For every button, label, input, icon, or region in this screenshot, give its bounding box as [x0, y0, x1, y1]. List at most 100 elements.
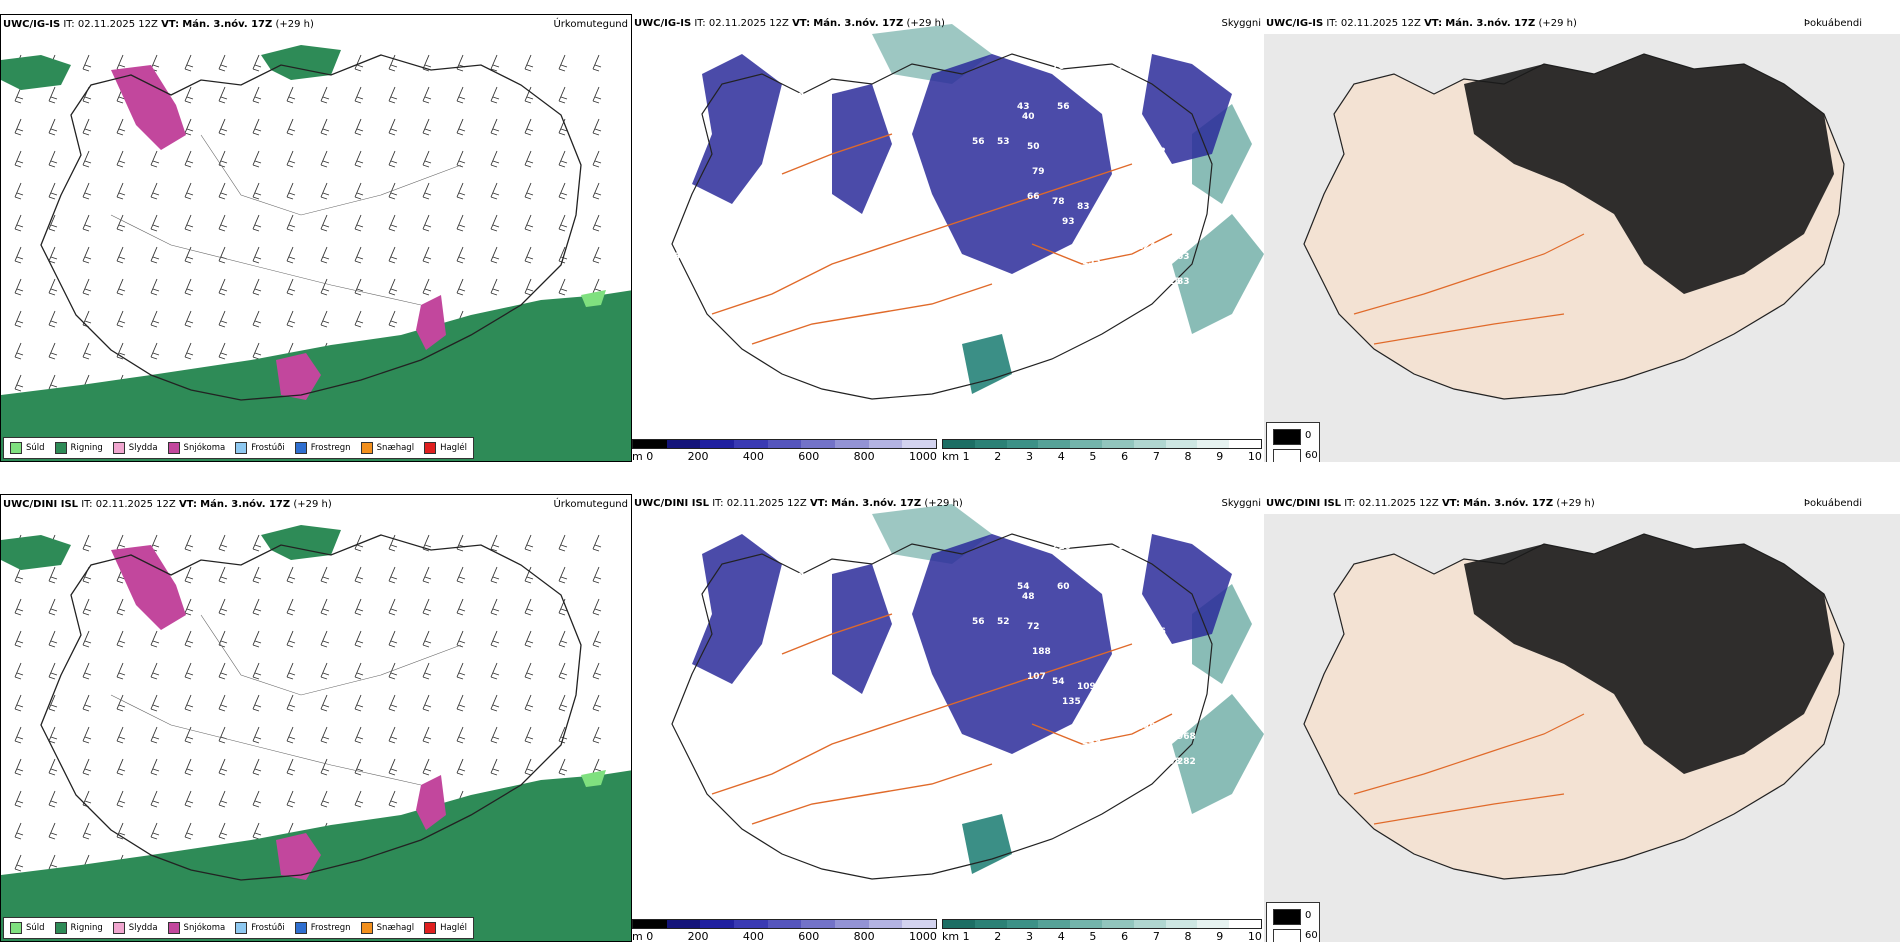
wind-barb	[422, 150, 432, 168]
wind-barb	[48, 630, 58, 648]
legend-swatch	[10, 442, 22, 454]
wind-barb	[422, 630, 432, 648]
wind-barb	[82, 278, 92, 296]
cloud-base-value: 99	[1177, 202, 1190, 212]
wind-barb	[388, 118, 398, 136]
wind-barb	[14, 822, 24, 840]
cloud-base-value: 137	[1077, 282, 1096, 292]
wind-barb	[286, 278, 296, 296]
cloud-scale-tick: 800	[853, 450, 875, 462]
wind-barb	[14, 758, 24, 776]
wind-barb	[218, 278, 228, 296]
vis-scale-tick: 4	[1057, 930, 1065, 942]
legend-label: Súld	[26, 443, 45, 453]
wind-barb	[82, 694, 92, 712]
cloud-base-value: 124	[792, 92, 811, 102]
cloud-base-value: 220	[1132, 667, 1151, 677]
wind-barb	[286, 150, 296, 168]
wind-barb	[354, 310, 364, 328]
wind-barb	[490, 86, 500, 104]
wind-barb	[82, 630, 92, 648]
wind-barb	[422, 598, 432, 616]
cloud-base-value: 97	[1117, 277, 1130, 287]
cloud-base-value: 382	[1107, 707, 1126, 717]
wind-barb	[558, 566, 568, 584]
legend-swatch	[54, 442, 67, 454]
wind-barb	[456, 182, 466, 200]
cloud-base-value: 56	[972, 137, 985, 147]
cloud-base-value: 104	[1112, 142, 1131, 152]
wind-barb	[354, 534, 364, 552]
wind-barb	[184, 214, 194, 232]
wind-barb	[252, 758, 262, 776]
wind-barb	[116, 790, 126, 808]
wind-barb	[252, 310, 262, 328]
wind-barb	[490, 54, 500, 72]
wind-barb	[558, 182, 568, 200]
cloud-base-value: 658	[757, 682, 776, 692]
legend-swatch	[54, 922, 67, 934]
vis-scale-tick: 3	[1026, 450, 1033, 462]
wind-barb	[286, 182, 296, 200]
wind-barb	[150, 694, 160, 712]
cloud-panel: UWC/IG-IS IT: 02.11.2025 12Z VT: Mán. 3.…	[632, 14, 1264, 462]
cloud-base-value: 79	[1032, 167, 1045, 177]
wind-barb	[524, 534, 534, 552]
precip-header: UWC/DINI ISL IT: 02.11.2025 12Z VT: Mán.…	[3, 499, 332, 510]
cloud-base-value: 87	[1107, 227, 1120, 237]
wind-barb	[320, 182, 330, 200]
wind-barb	[592, 662, 602, 680]
wind-barb	[14, 246, 24, 264]
cloud-base-value: 156	[1112, 687, 1131, 697]
wind-barb	[524, 150, 534, 168]
wind-barb	[490, 662, 500, 680]
wind-barb	[320, 598, 330, 616]
wind-barb	[456, 246, 466, 264]
legend-item: Frostregn	[294, 442, 351, 454]
wind-barb	[388, 598, 398, 616]
wind-barb	[456, 662, 466, 680]
vis-scale-tick: km 1	[942, 930, 970, 942]
wind-barb	[558, 534, 568, 552]
cloud-base-value: 93	[1062, 217, 1075, 227]
wind-barb	[456, 758, 466, 776]
vis-scale-tick: 8	[1184, 930, 1192, 942]
cloud-base-value: 368	[1157, 687, 1176, 697]
cloud-base-value: 221	[1177, 682, 1196, 692]
wind-barb	[218, 54, 228, 72]
cloud-base-value: 83	[1077, 202, 1090, 212]
wind-barb	[456, 534, 466, 552]
wind-barb	[116, 182, 126, 200]
wind-barb	[218, 86, 228, 104]
wind-barb	[48, 86, 58, 104]
precip-panel: UWC/DINI ISL IT: 02.11.2025 12Z VT: Mán.…	[0, 494, 632, 942]
wind-barb	[48, 150, 58, 168]
wind-barb	[82, 342, 92, 360]
wind-barb	[82, 182, 92, 200]
wind-barb	[286, 726, 296, 744]
wind-barb	[252, 694, 262, 712]
wind-barb	[592, 726, 602, 744]
wind-barb	[150, 790, 160, 808]
legend-item: Snæhagl	[360, 922, 414, 934]
wind-barb	[14, 854, 24, 872]
cloud-base-value: 50	[1027, 142, 1040, 152]
wind-barb	[524, 214, 534, 232]
wind-barb	[320, 694, 330, 712]
wind-barb	[388, 246, 398, 264]
legend-label: Rigning	[70, 923, 103, 933]
wind-barb	[524, 182, 534, 200]
cloud-base-value: 226	[1097, 557, 1116, 567]
cloud-scale-tick: 200	[687, 930, 709, 942]
cloud-base-value: 135	[1082, 257, 1101, 267]
wind-barb	[354, 182, 364, 200]
wind-barb	[490, 150, 500, 168]
legend-label: Slydda	[128, 923, 158, 933]
wind-barb	[456, 118, 466, 136]
wind-barb	[14, 790, 24, 808]
wind-barb	[558, 662, 568, 680]
legend-label: Frostregn	[310, 923, 351, 933]
low-visibility-area	[962, 334, 1012, 394]
wind-barb	[558, 86, 568, 104]
cloud-base-value: 56	[972, 617, 985, 627]
